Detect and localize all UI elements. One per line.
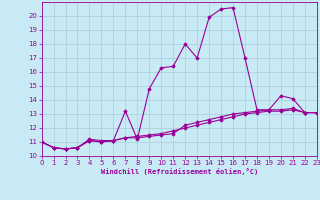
X-axis label: Windchill (Refroidissement éolien,°C): Windchill (Refroidissement éolien,°C) [100, 168, 258, 175]
